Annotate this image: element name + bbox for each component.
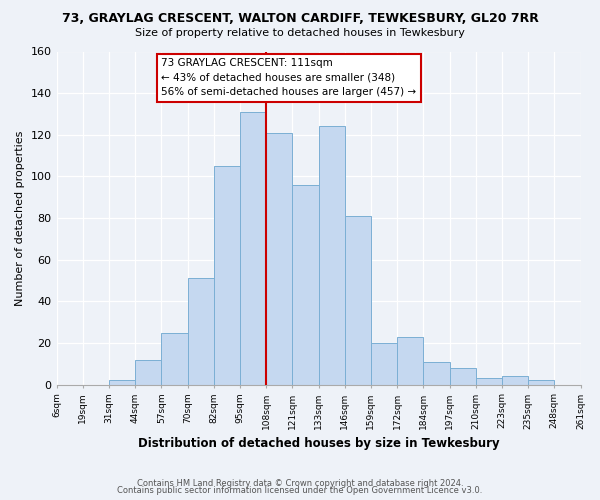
Bar [161, 332, 188, 384]
Bar [292, 185, 319, 384]
Bar [266, 132, 292, 384]
Y-axis label: Number of detached properties: Number of detached properties [15, 130, 25, 306]
Bar [345, 216, 371, 384]
Bar [214, 166, 240, 384]
Bar [371, 343, 397, 384]
Bar [502, 376, 528, 384]
Bar [135, 360, 161, 384]
Bar [240, 112, 266, 384]
Text: Contains public sector information licensed under the Open Government Licence v3: Contains public sector information licen… [118, 486, 482, 495]
Bar [476, 378, 502, 384]
Text: Contains HM Land Registry data © Crown copyright and database right 2024.: Contains HM Land Registry data © Crown c… [137, 478, 463, 488]
Bar [188, 278, 214, 384]
Bar [397, 337, 424, 384]
X-axis label: Distribution of detached houses by size in Tewkesbury: Distribution of detached houses by size … [138, 437, 499, 450]
Text: 73 GRAYLAG CRESCENT: 111sqm
← 43% of detached houses are smaller (348)
56% of se: 73 GRAYLAG CRESCENT: 111sqm ← 43% of det… [161, 58, 416, 98]
Text: Size of property relative to detached houses in Tewkesbury: Size of property relative to detached ho… [135, 28, 465, 38]
Text: 73, GRAYLAG CRESCENT, WALTON CARDIFF, TEWKESBURY, GL20 7RR: 73, GRAYLAG CRESCENT, WALTON CARDIFF, TE… [62, 12, 538, 26]
Bar [319, 126, 345, 384]
Bar [109, 380, 135, 384]
Bar [424, 362, 449, 384]
Bar [449, 368, 476, 384]
Bar [528, 380, 554, 384]
